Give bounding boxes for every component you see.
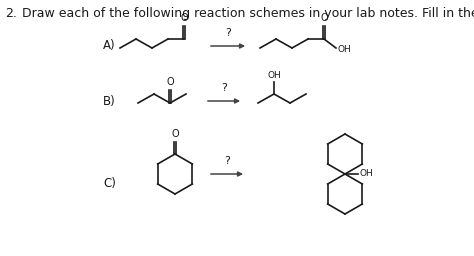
Text: OH: OH [360,169,374,178]
Text: C): C) [103,177,116,190]
Text: ?: ? [224,156,230,166]
Text: O: O [171,129,179,139]
Text: ?: ? [221,83,227,93]
Text: OH: OH [338,45,352,54]
Text: O: O [320,13,328,23]
Text: ?: ? [225,28,231,38]
Text: Draw each of the following reaction schemes in your lab notes. Fill in the missi: Draw each of the following reaction sche… [22,7,474,20]
Text: O: O [180,13,188,23]
Text: 2.: 2. [5,7,17,20]
Text: O: O [166,77,174,87]
Text: A): A) [103,39,116,52]
Text: OH: OH [267,71,281,80]
Text: B): B) [103,94,116,108]
